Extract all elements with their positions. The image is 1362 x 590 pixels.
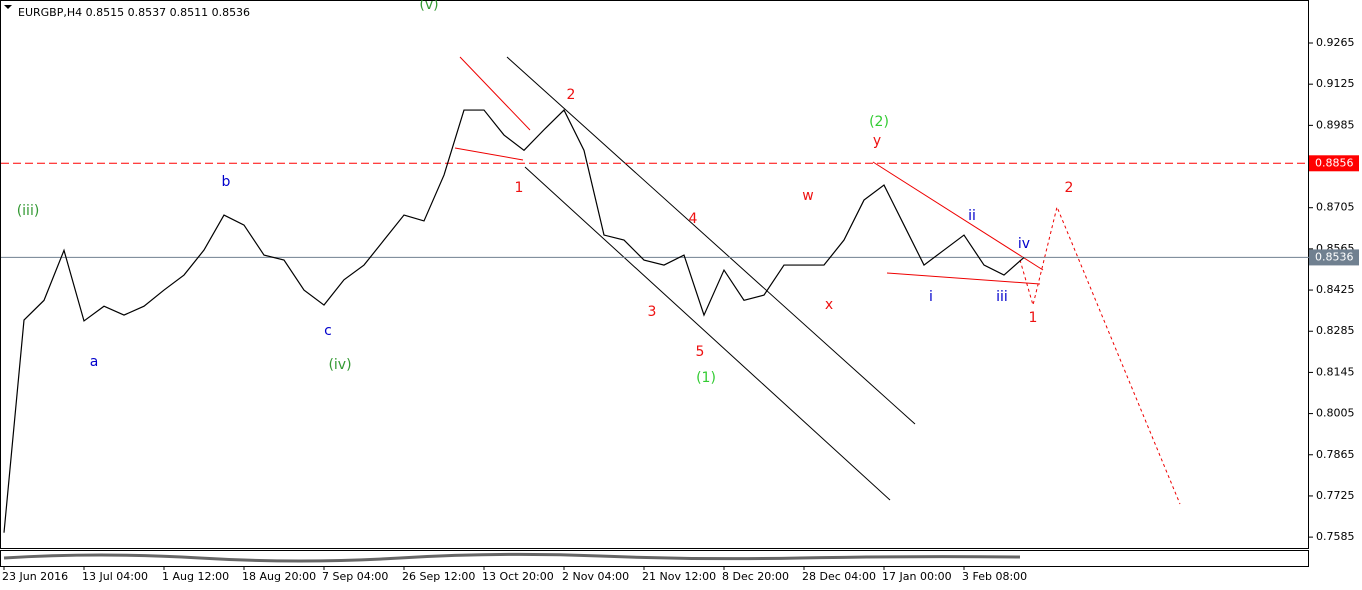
channel — [506, 56, 916, 501]
wave-label: (1) — [696, 370, 716, 386]
wave-label: a — [90, 354, 99, 370]
wave-label: b — [222, 174, 231, 190]
wave-label: 2 — [567, 87, 576, 103]
projection — [1019, 205, 1181, 505]
x-tick-label: 28 Dec 04:00 — [802, 570, 876, 583]
wave-label: c — [324, 323, 332, 339]
wave-label: iii — [996, 289, 1008, 305]
x-tick-label: 3 Feb 08:00 — [962, 570, 1027, 583]
wave-label: ii — [968, 208, 976, 224]
y-tick-label: 0.9265 — [1316, 36, 1355, 49]
wave-label: 2 — [1065, 180, 1074, 196]
price-label: 0.8856 — [1315, 156, 1354, 169]
price-label-box — [1309, 155, 1359, 172]
y-tick-label: 0.7865 — [1316, 448, 1355, 461]
x-tick-label: 21 Nov 12:00 — [642, 570, 716, 583]
x-tick-label: 2 Nov 04:00 — [562, 570, 629, 583]
wave-label: w — [802, 188, 813, 204]
wave-label: (iii) — [17, 203, 40, 219]
y-tick-label: 0.8705 — [1316, 201, 1355, 214]
wave-label: (2) — [869, 114, 889, 130]
x-tick-label: 1 Aug 12:00 — [162, 570, 229, 583]
x-tick-label: 17 Jan 00:00 — [882, 570, 952, 583]
trendlines — [454, 56, 1044, 285]
y-tick-label: 0.8985 — [1316, 118, 1355, 131]
wave-label: 3 — [648, 304, 657, 320]
y-tick-label: 0.8425 — [1316, 283, 1355, 296]
price-label: 0.8536 — [1315, 250, 1354, 263]
x-tick-label: 18 Aug 20:00 — [242, 570, 316, 583]
x-tick-label: 23 Jun 2016 — [2, 570, 68, 583]
x-tick-label: 8 Dec 20:00 — [722, 570, 789, 583]
wave-label: y — [873, 133, 881, 149]
wave-label: i — [929, 289, 933, 305]
wave-label: iv — [1018, 236, 1030, 252]
chart-title: EURGBP,H4 0.8515 0.8537 0.8511 0.8536 — [18, 6, 250, 19]
price-line — [3, 109, 1025, 533]
wave-label: x — [825, 297, 833, 313]
y-tick-label: 0.8145 — [1316, 365, 1355, 378]
wave-label: 1 — [1029, 310, 1038, 326]
wave-label: (v) — [419, 0, 438, 13]
menu-arrow — [4, 5, 12, 9]
y-tick-label: 0.7585 — [1316, 530, 1355, 543]
price-label-box — [1309, 249, 1359, 266]
x-tick-label: 7 Sep 04:00 — [322, 570, 388, 583]
wave-label: 1 — [515, 180, 524, 196]
x-tick-label: 13 Oct 20:00 — [482, 570, 554, 583]
y-tick-label: 0.8285 — [1316, 324, 1355, 337]
wave-label: (iv) — [328, 357, 351, 373]
x-tick-label: 26 Sep 12:00 — [402, 570, 475, 583]
plot-frame — [0, 0, 1309, 549]
y-tick-label: 0.9125 — [1316, 77, 1355, 90]
y-tick-label: 0.8005 — [1316, 407, 1355, 420]
y-tick-label: 0.7725 — [1316, 489, 1355, 502]
x-tick-label: 13 Jul 04:00 — [82, 570, 148, 583]
wave-label: 4 — [689, 211, 698, 227]
wave-label: 5 — [696, 344, 705, 360]
indicator-line — [3, 552, 1021, 563]
